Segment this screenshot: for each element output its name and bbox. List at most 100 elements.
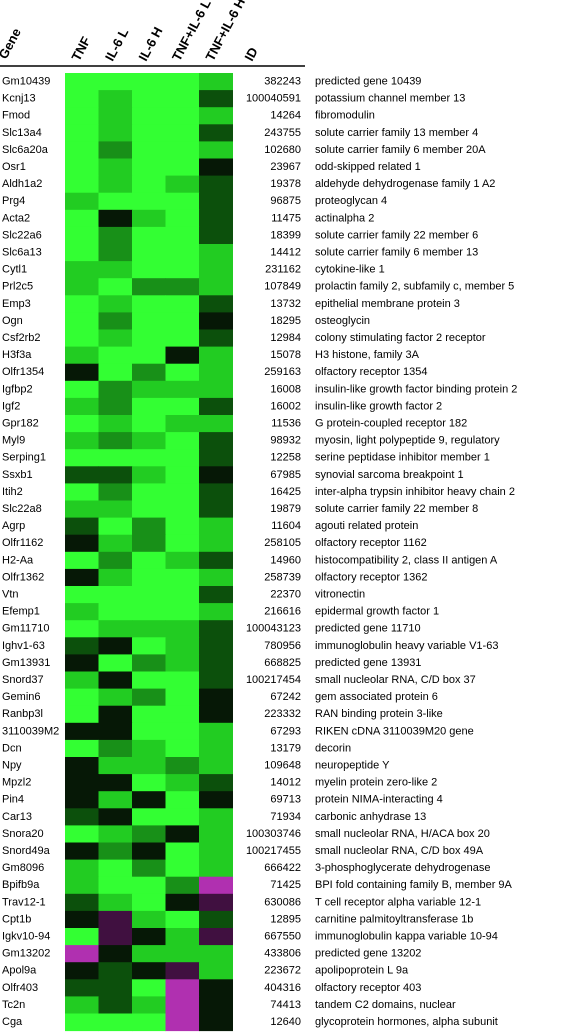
heatmap-cell bbox=[132, 551, 166, 570]
heatmap-cell bbox=[98, 928, 133, 946]
id-header: ID bbox=[241, 45, 260, 64]
gene-id: 109648 bbox=[264, 759, 301, 771]
heatmap-cell bbox=[165, 244, 200, 262]
gene-description: actinalpha 2 bbox=[315, 212, 374, 224]
heatmap-cell bbox=[199, 397, 233, 416]
heatmap-cell bbox=[199, 90, 233, 108]
heatmap-cell bbox=[65, 483, 99, 501]
gene-description: RAN binding protein 3-like bbox=[315, 708, 443, 720]
gene-description: apolipoprotein L 9a bbox=[315, 965, 409, 977]
heatmap-cell bbox=[165, 1013, 200, 1032]
gene-description: T cell receptor alpha variable 12-1 bbox=[315, 896, 481, 908]
gene-name: Itih2 bbox=[2, 486, 23, 498]
heatmap-cell bbox=[199, 226, 233, 245]
heatmap-cell bbox=[132, 859, 166, 878]
gene-description: decorin bbox=[315, 742, 351, 754]
heatmap-cell bbox=[65, 380, 99, 399]
heatmap-cell bbox=[165, 363, 200, 382]
heatmap-cell bbox=[199, 808, 233, 826]
heatmap-cell bbox=[132, 466, 166, 484]
heatmap-cell bbox=[132, 312, 166, 330]
heatmap-cell bbox=[199, 859, 233, 878]
gene-name: Ssxb1 bbox=[2, 469, 33, 481]
gene-id: 258105 bbox=[264, 537, 301, 549]
heatmap-cell bbox=[199, 329, 233, 348]
heatmap-cell bbox=[165, 757, 200, 775]
heatmap-cell bbox=[165, 962, 200, 980]
gene-name: Igf2 bbox=[2, 400, 20, 412]
gene-name: Gm13202 bbox=[2, 948, 50, 960]
heatmap-cell bbox=[199, 432, 233, 450]
gene-id: 96875 bbox=[270, 195, 301, 207]
heatmap-cell bbox=[98, 192, 133, 211]
heatmap-cell bbox=[199, 551, 233, 570]
gene-name: Gemin6 bbox=[2, 691, 41, 703]
heatmap-cell bbox=[165, 346, 200, 365]
gene-description: myelin protein zero-like 2 bbox=[315, 777, 437, 789]
gene-id: 668825 bbox=[264, 657, 301, 669]
heatmap-cell bbox=[98, 449, 133, 467]
gene-description: fibromodulin bbox=[315, 110, 375, 122]
heatmap-cell bbox=[98, 295, 133, 313]
heatmap-cell bbox=[132, 278, 166, 296]
gene-description: cytokine-like 1 bbox=[315, 264, 385, 276]
gene-id: 19378 bbox=[270, 178, 301, 190]
heatmap-cell bbox=[165, 568, 200, 587]
heatmap-cell bbox=[65, 141, 99, 159]
heatmap-cell bbox=[199, 483, 233, 501]
gene-name: Fmod bbox=[2, 110, 30, 122]
gene-name: Gm11710 bbox=[2, 623, 50, 635]
heatmap-cell bbox=[132, 910, 166, 929]
heatmap-cell bbox=[98, 962, 133, 980]
heatmap-cell bbox=[132, 209, 166, 228]
heatmap-cell bbox=[65, 500, 99, 519]
heatmap-cell bbox=[132, 893, 166, 912]
gene-name: Tc2n bbox=[2, 999, 25, 1011]
gene-id: 15078 bbox=[270, 349, 301, 361]
gene-name: Prl2c5 bbox=[2, 281, 33, 293]
heatmap-cell bbox=[165, 517, 200, 536]
gene-id: 259163 bbox=[264, 366, 301, 378]
heatmap-cell bbox=[165, 825, 200, 843]
gene-name: Snord49a bbox=[2, 845, 51, 857]
heatmap-cell bbox=[65, 73, 99, 91]
heatmap-cell bbox=[199, 757, 233, 775]
gene-id: 19879 bbox=[270, 503, 301, 515]
heatmap-cell bbox=[165, 415, 200, 433]
heatmap-cell bbox=[65, 603, 99, 621]
gene-name: Cpt1b bbox=[2, 913, 31, 925]
heatmap-cell bbox=[65, 808, 99, 826]
gene-name: Acta2 bbox=[2, 212, 30, 224]
heatmap-cell bbox=[199, 500, 233, 519]
gene-id: 16002 bbox=[270, 400, 301, 412]
heatmap-cell bbox=[98, 739, 133, 758]
heatmap-cell bbox=[132, 483, 166, 501]
gene-description: insulin-like growth factor 2 bbox=[315, 400, 442, 412]
heatmap-cell bbox=[132, 295, 166, 313]
heatmap-cell bbox=[98, 517, 133, 536]
gene-description: predicted gene 10439 bbox=[315, 75, 421, 87]
gene-name: Snord37 bbox=[2, 674, 44, 686]
gene-name: Trav12-1 bbox=[2, 896, 46, 908]
gene-id: 11475 bbox=[271, 212, 301, 224]
gene-name: Vtn bbox=[2, 588, 19, 600]
gene-id: 12984 bbox=[270, 332, 301, 344]
heatmap-cell bbox=[98, 226, 133, 245]
gene-id: 630086 bbox=[264, 896, 301, 908]
heatmap-cell bbox=[132, 774, 166, 792]
heatmap-cell bbox=[165, 808, 200, 826]
heatmap-cell bbox=[165, 910, 200, 929]
heatmap-cell bbox=[199, 979, 233, 997]
gene-name: Osr1 bbox=[2, 161, 26, 173]
heatmap-cell bbox=[132, 244, 166, 262]
heatmap-cell bbox=[165, 295, 200, 313]
heatmap-cell bbox=[165, 928, 200, 946]
heatmap-cell bbox=[98, 278, 133, 296]
heatmap-cell bbox=[98, 346, 133, 365]
heatmap-cell bbox=[132, 945, 166, 963]
gene-description: olfactory receptor 1354 bbox=[315, 366, 428, 378]
heatmap-cell bbox=[98, 500, 133, 519]
heatmap-cell bbox=[65, 466, 99, 484]
heatmap-cell bbox=[199, 363, 233, 382]
gene-description: synovial sarcoma breakpoint 1 bbox=[315, 469, 464, 481]
